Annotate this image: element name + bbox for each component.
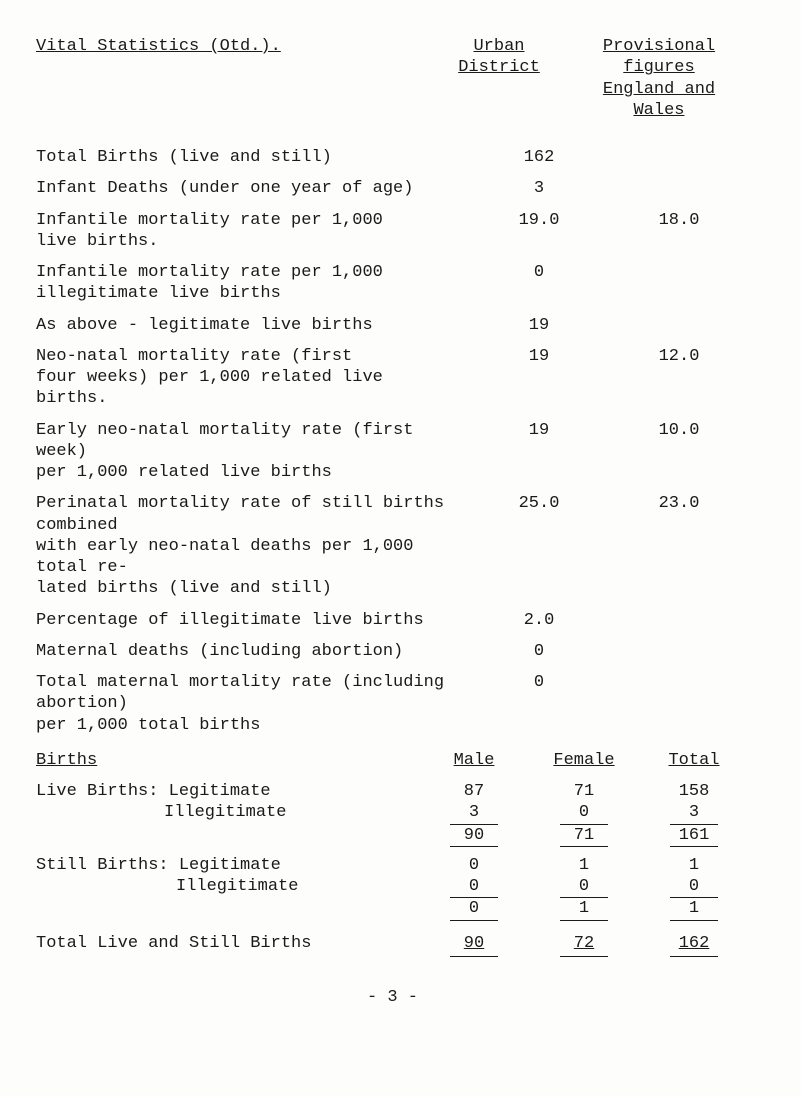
stat-row: Perinatal mortality rate of still births… [36,493,749,599]
stat-row: Early neo-natal mortality rate (first we… [36,420,749,484]
stat-row: Percentage of illegitimate live births2.… [36,610,749,631]
still-births-row: Still Births: Legitimate 0 1 1 [36,855,749,876]
stat-row: Total maternal mortality rate (including… [36,672,749,736]
stats-block: Total Births (live and still)162 Infant D… [36,147,749,736]
births-label: Births [36,751,97,770]
page-title: Vital Statistics (Otd.). [36,36,429,121]
stat-row: Infant Deaths (under one year of age)3 [36,178,749,199]
stat-row: Infantile mortality rate per 1,000 illeg… [36,262,749,305]
col-total: Total [668,751,719,770]
col-provisional: Provisional figures England and Wales [569,36,749,121]
col-female: Female [553,751,614,770]
live-births-row: Live Births: Legitimate 87 71 158 [36,781,749,802]
col-male: Male [454,751,495,770]
births-header: Births Male Female Total [36,750,749,771]
stat-row: Total Births (live and still)162 [36,147,749,168]
col-urban: Urban District [429,36,569,121]
page-number: - 3 - [36,987,749,1008]
stat-row: Neo-natal mortality rate (first four wee… [36,346,749,410]
grand-total-row: Total Live and Still Births 90 72 162 [36,933,749,957]
stat-row: Maternal deaths (including abortion)0 [36,641,749,662]
stat-row: Infantile mortality rate per 1,000 live … [36,210,749,253]
stat-row: As above - legitimate live births19 [36,315,749,336]
header-row: Vital Statistics (Otd.). Urban District … [36,36,749,121]
